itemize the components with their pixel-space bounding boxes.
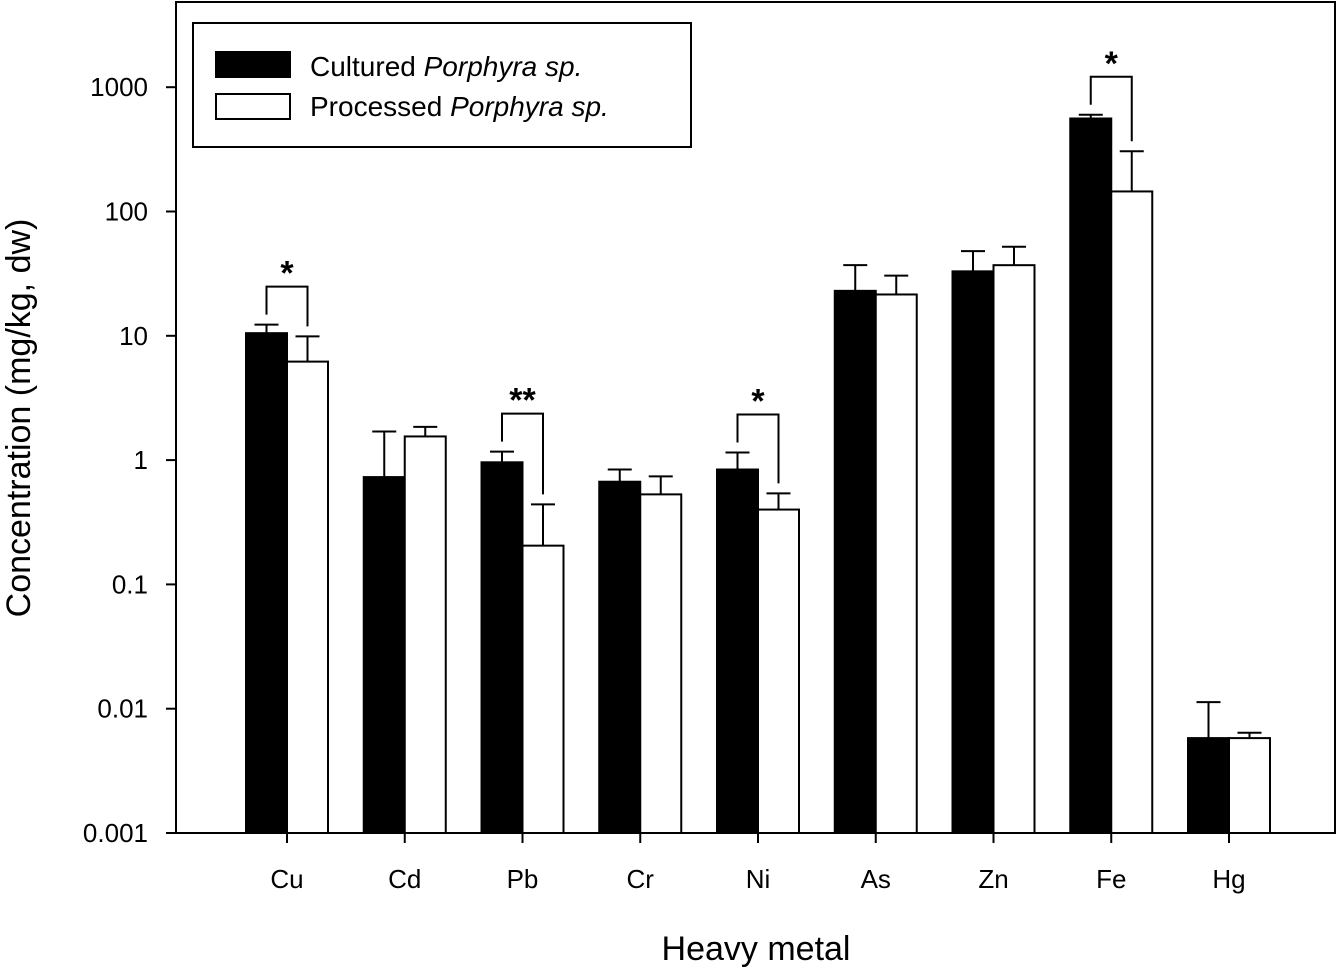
bar-cr-cultured <box>598 480 642 834</box>
bar-hg-cultured <box>1187 737 1230 834</box>
y-tick-label-0-1: 0.1 <box>112 569 148 599</box>
y-tick-label-1: 1 <box>134 445 148 475</box>
legend: Cultured Porphyra sp. Processed Porphyra… <box>192 22 692 148</box>
bar-cu-cultured <box>245 332 288 834</box>
significance-bracket-fe <box>1089 75 1133 142</box>
significance-bracket-cu <box>265 285 309 327</box>
x-tick-label-cd: Cd <box>388 864 421 894</box>
y-tick-label-100: 100 <box>105 197 148 227</box>
bar-cd-processed <box>403 435 447 834</box>
y-axis-title: Concentration (mg/kg, dw) <box>0 219 38 618</box>
bar-fe-processed <box>1110 190 1154 834</box>
bar-ni-cultured <box>716 468 759 834</box>
y-tick-label-0-01: 0.01 <box>97 694 148 724</box>
bar-cu-processed <box>286 360 329 834</box>
bar-zn-cultured <box>951 270 995 835</box>
significance-layer: *** ** <box>265 45 1133 495</box>
bar-pb-processed <box>521 544 565 834</box>
y-tick-label-1000: 1000 <box>90 72 148 102</box>
y-tick-label-10: 10 <box>119 321 148 351</box>
x-tick-label-cr: Cr <box>627 864 655 894</box>
bar-hg-processed <box>1228 737 1271 834</box>
significance-marker-cu: * <box>280 255 294 293</box>
significance-bracket-ni <box>736 413 780 484</box>
legend-swatch-cultured <box>215 51 291 78</box>
legend-swatch-processed <box>215 93 291 120</box>
x-axis-title: Heavy metal <box>662 930 851 968</box>
bar-as-processed <box>874 293 918 834</box>
x-tick-label-cu: Cu <box>270 864 303 894</box>
bar-cr-processed <box>639 493 683 834</box>
legend-label-cultured: Cultured Porphyra sp. <box>310 51 582 82</box>
x-tick-label-zn: Zn <box>978 864 1008 894</box>
legend-label-processed: Processed Porphyra sp. <box>310 91 609 122</box>
significance-marker-pb: ** <box>509 382 536 420</box>
error-bars-layer <box>254 113 1262 739</box>
significance-bracket-pb <box>501 412 544 495</box>
bar-zn-processed <box>992 264 1036 834</box>
bars-layer <box>245 117 1271 835</box>
bar-fe-cultured <box>1069 117 1113 834</box>
bar-cd-cultured <box>362 476 406 834</box>
x-tick-label-fe: Fe <box>1096 864 1126 894</box>
significance-marker-ni: * <box>751 383 765 421</box>
y-axis: 0.001 0.01 0.1 1 10 100 1000 <box>83 72 176 848</box>
bar-pb-cultured <box>480 461 524 834</box>
x-tick-label-as: As <box>861 864 891 894</box>
significance-marker-fe: * <box>1105 45 1119 83</box>
y-tick-label-0-001: 0.001 <box>83 818 148 848</box>
bar-as-cultured <box>833 289 877 834</box>
legend-box <box>192 22 692 148</box>
bar-ni-processed <box>757 508 800 834</box>
x-axis: Cu Cd Pb Cr Ni As Zn Fe Hg <box>270 833 1246 894</box>
x-tick-label-ni: Ni <box>746 864 771 894</box>
x-tick-label-pb: Pb <box>507 864 539 894</box>
x-tick-label-hg: Hg <box>1212 864 1245 894</box>
